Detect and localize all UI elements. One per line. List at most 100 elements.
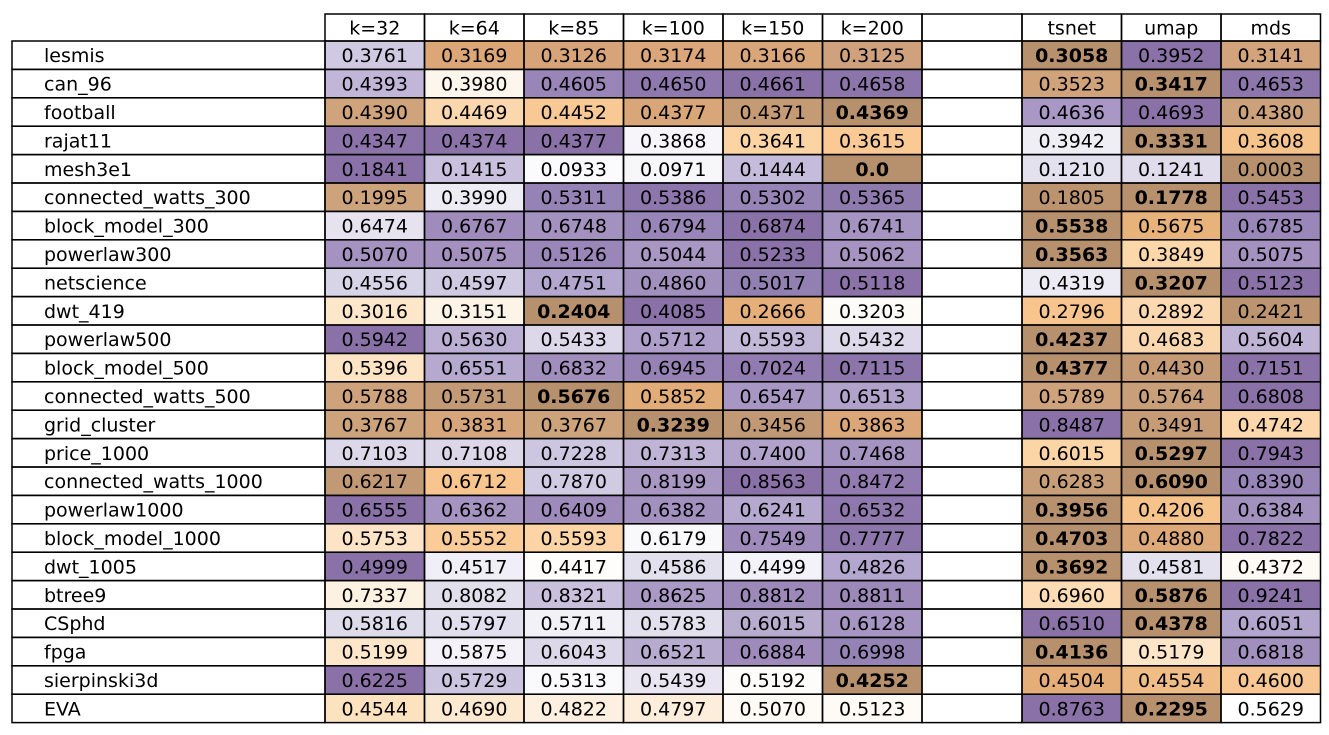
cell-value: 0.4605 [541,74,607,96]
cell-rajat11-umap [1121,126,1221,155]
cell-can_96-umap [1121,69,1221,98]
cell-value-best: 0.3692 [1035,556,1108,578]
cell-btree9-k=32 [325,580,425,609]
cell-price_1000-k=150 [723,438,823,467]
cell-block_model_300-mds [1221,211,1321,240]
cell-connected_watts_500-tsnet [1022,381,1122,411]
cell-powerlaw300-k=150 [723,239,823,269]
cell-value-best: 0.5676 [537,386,610,408]
cell-can_96-mds [1221,69,1321,98]
cell-value: 0.9241 [1238,585,1304,607]
cell-mesh3e1-umap [1121,154,1221,183]
cell-value: 0.7400 [740,443,806,465]
cell-can_96-tsnet [1022,69,1122,98]
cell-connected_watts_500-k=150 [723,381,823,411]
row-label: btree9 [44,585,106,607]
cell-value: 0.3980 [441,74,507,96]
cell-powerlaw500-k=64 [424,325,524,354]
cell-powerlaw500-umap [1121,325,1221,354]
cell-mesh3e1-k=100 [623,154,723,183]
cell-value: 0.3990 [441,187,507,209]
cell-block_model_500-mds [1221,353,1321,382]
cell-connected_watts_500-k=85 [524,381,624,411]
cell-value: 0.3761 [342,45,408,67]
cell-block_model_300-tsnet [1022,211,1122,240]
cell-lesmis-tsnet [1022,41,1122,70]
cell-value: 0.5797 [441,613,507,635]
cell-CSphd-umap [1121,609,1221,638]
cell-football-k=200 [822,97,922,127]
row-label: football [44,102,116,124]
gap-cell-box [921,579,1023,610]
cell-block_model_300-k=200 [822,211,922,240]
cell-value: 0.3166 [740,45,806,67]
cell-powerlaw500-k=200 [822,325,922,354]
cell-value-best: 0.3331 [1135,130,1208,152]
cell-value: 0.6818 [1238,642,1304,664]
cell-fpga-k=64 [424,637,524,666]
cell-dwt_1005-k=32 [325,552,425,581]
cell-rajat11-k=32 [325,126,425,155]
column-header: k=100 [642,18,705,40]
cell-value: 0.4556 [342,272,408,294]
cell-lesmis-k=200 [822,41,922,70]
cell-sierpinski3d-k=200 [822,665,922,695]
cell-CSphd-k=100 [623,609,723,638]
column-header: tsnet [1047,18,1096,40]
gap-cell-box [921,153,1023,184]
cell-value: 0.7151 [1238,358,1304,380]
cell-connected_watts_1000-k=85 [524,467,624,496]
cell-block_model_1000-k=32 [325,523,425,553]
gap-cell-box [921,523,1023,553]
cell-value: 0.5764 [1138,386,1204,408]
cell-value: 0.6874 [740,216,806,238]
cell-fpga-tsnet [1022,637,1122,666]
cell-netscience-mds [1221,268,1321,297]
cell-dwt_419-k=150 [723,296,823,325]
cell-lesmis-mds [1221,41,1321,70]
cell-value: 0.1415 [441,159,507,181]
cell-value: 0.3615 [839,130,905,152]
cell-value: 0.6015 [1039,443,1105,465]
cell-football-mds [1221,97,1321,127]
cell-sierpinski3d-tsnet [1022,665,1122,695]
cell-value: 0.3126 [541,45,607,67]
cell-sierpinski3d-k=150 [723,665,823,695]
gap-cell-box [921,324,1023,355]
cell-block_model_300-k=85 [524,211,624,240]
cell-dwt_419-mds [1221,296,1321,325]
cell-value-best: 0.3239 [637,414,710,436]
cell-connected_watts_300-mds [1221,183,1321,212]
cell-value: 0.6884 [740,642,806,664]
cell-value-best: 0.3417 [1135,74,1208,96]
cell-connected_watts_1000-tsnet [1022,467,1122,496]
cell-rajat11-k=85 [524,126,624,155]
cell-football-k=32 [325,97,425,127]
cell-grid_cluster-k=100 [623,410,723,439]
cell-value: 0.6241 [740,500,806,522]
cell-btree9-umap [1121,580,1221,609]
cell-CSphd-k=150 [723,609,823,638]
cell-value: 0.6510 [1039,613,1105,635]
cell-value: 0.0003 [1238,159,1304,181]
cell-value: 0.4822 [541,698,607,720]
cell-powerlaw1000-k=200 [822,495,922,524]
cell-value: 0.3523 [1039,74,1105,96]
cell-CSphd-k=64 [424,609,524,638]
cell-connected_watts_300-tsnet [1022,183,1122,212]
cell-netscience-umap [1121,268,1221,297]
cell-value: 0.6785 [1238,216,1304,238]
cell-value-best: 0.2295 [1135,698,1208,720]
cell-value: 0.8812 [740,585,806,607]
cell-value: 0.6555 [342,500,408,522]
cell-grid_cluster-k=64 [424,410,524,439]
cell-value: 0.5593 [740,329,806,351]
cell-value: 0.4860 [640,272,706,294]
cell-value: 0.7468 [839,443,905,465]
gap-cell-box [921,40,1023,71]
row-label: powerlaw1000 [44,500,184,522]
cell-value: 0.5396 [342,358,408,380]
cell-block_model_1000-k=150 [723,523,823,553]
cell-value: 0.4371 [740,102,806,124]
